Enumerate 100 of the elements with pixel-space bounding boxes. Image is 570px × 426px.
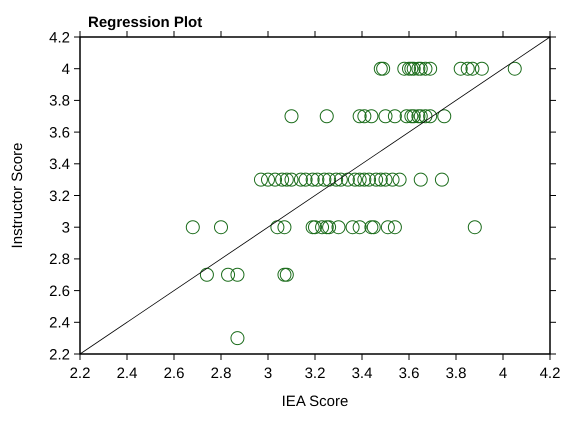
point	[388, 220, 402, 234]
point	[352, 172, 367, 187]
point	[357, 109, 372, 124]
point	[380, 220, 395, 234]
point	[460, 62, 475, 76]
point	[386, 172, 400, 187]
point	[280, 172, 294, 187]
y-tick-label: 4	[62, 60, 70, 78]
x-tick-label: 2.8	[210, 365, 232, 382]
point	[310, 172, 324, 187]
x-tick-label: 3.2	[304, 365, 326, 382]
point	[392, 172, 407, 187]
point	[465, 62, 480, 76]
x-tick-label: 3.6	[398, 365, 420, 382]
point	[418, 109, 432, 124]
x-tick-label: 2.4	[116, 365, 138, 382]
point	[214, 220, 228, 234]
point	[388, 109, 402, 124]
point	[340, 172, 355, 187]
point	[306, 172, 320, 187]
point	[200, 268, 214, 282]
point	[277, 268, 292, 282]
point	[298, 172, 313, 187]
point	[320, 109, 334, 124]
point	[357, 172, 372, 187]
point	[508, 62, 522, 76]
point	[400, 109, 414, 124]
point	[378, 172, 392, 187]
point	[322, 220, 336, 234]
point	[348, 172, 362, 187]
point	[322, 172, 336, 187]
point	[230, 331, 244, 346]
point	[411, 109, 426, 124]
point	[404, 62, 418, 76]
point	[423, 109, 438, 124]
x-tick-label: 4	[498, 365, 508, 382]
point	[230, 268, 244, 282]
point	[378, 109, 392, 124]
point	[284, 172, 298, 187]
point	[294, 172, 308, 187]
y-tick-label: 2.2	[49, 346, 70, 364]
point	[352, 220, 367, 234]
y-tick-label: 3.2	[49, 188, 70, 205]
point	[346, 220, 360, 234]
point	[414, 172, 428, 187]
point	[362, 172, 376, 187]
point	[414, 62, 428, 76]
x-tick-label: 4.2	[540, 365, 560, 382]
point	[434, 172, 449, 187]
point	[437, 109, 452, 124]
x-tick-label: 3.4	[352, 365, 372, 382]
point	[406, 62, 421, 76]
point	[418, 62, 432, 76]
x-tick-label: 3	[264, 365, 272, 382]
point	[366, 220, 381, 234]
point	[369, 172, 384, 187]
point	[315, 220, 330, 234]
y-tick-label: 2.8	[49, 251, 70, 268]
x-tick-label: 3.8	[446, 365, 466, 382]
point	[277, 220, 292, 234]
point	[334, 172, 348, 187]
y-tick-label: 3.8	[49, 92, 70, 110]
point	[374, 62, 388, 76]
point	[317, 172, 332, 187]
point	[352, 109, 367, 124]
point	[275, 172, 290, 187]
point	[254, 172, 268, 187]
point	[406, 109, 421, 124]
y-tick-label: 3.4	[49, 156, 70, 174]
point	[186, 220, 200, 234]
point	[364, 220, 378, 234]
point	[284, 109, 298, 124]
point	[364, 109, 378, 124]
x-axis-title: IEA Score	[282, 393, 348, 410]
point	[474, 62, 489, 76]
y-tick-label: 3	[62, 219, 70, 236]
x-tick-label: 2.6	[164, 365, 184, 382]
point	[320, 220, 334, 234]
point	[280, 268, 294, 282]
y-tick-label: 3.6	[49, 124, 70, 142]
point	[414, 109, 428, 124]
point	[402, 62, 416, 76]
point	[261, 172, 275, 187]
y-tick-label: 2.4	[49, 314, 70, 332]
y-tick-label: 2.6	[49, 282, 70, 300]
point	[376, 62, 390, 76]
point	[374, 172, 388, 187]
point	[332, 220, 346, 234]
point	[221, 268, 236, 282]
point	[397, 62, 412, 76]
point	[454, 62, 468, 76]
point	[306, 220, 320, 234]
point	[404, 109, 418, 124]
chart-title: Regression Plot	[88, 14, 202, 31]
point	[270, 220, 284, 234]
point	[423, 62, 438, 76]
point	[411, 62, 426, 76]
point	[468, 220, 482, 234]
point	[329, 172, 344, 187]
y-axis-title: Instructor Score	[9, 142, 26, 248]
